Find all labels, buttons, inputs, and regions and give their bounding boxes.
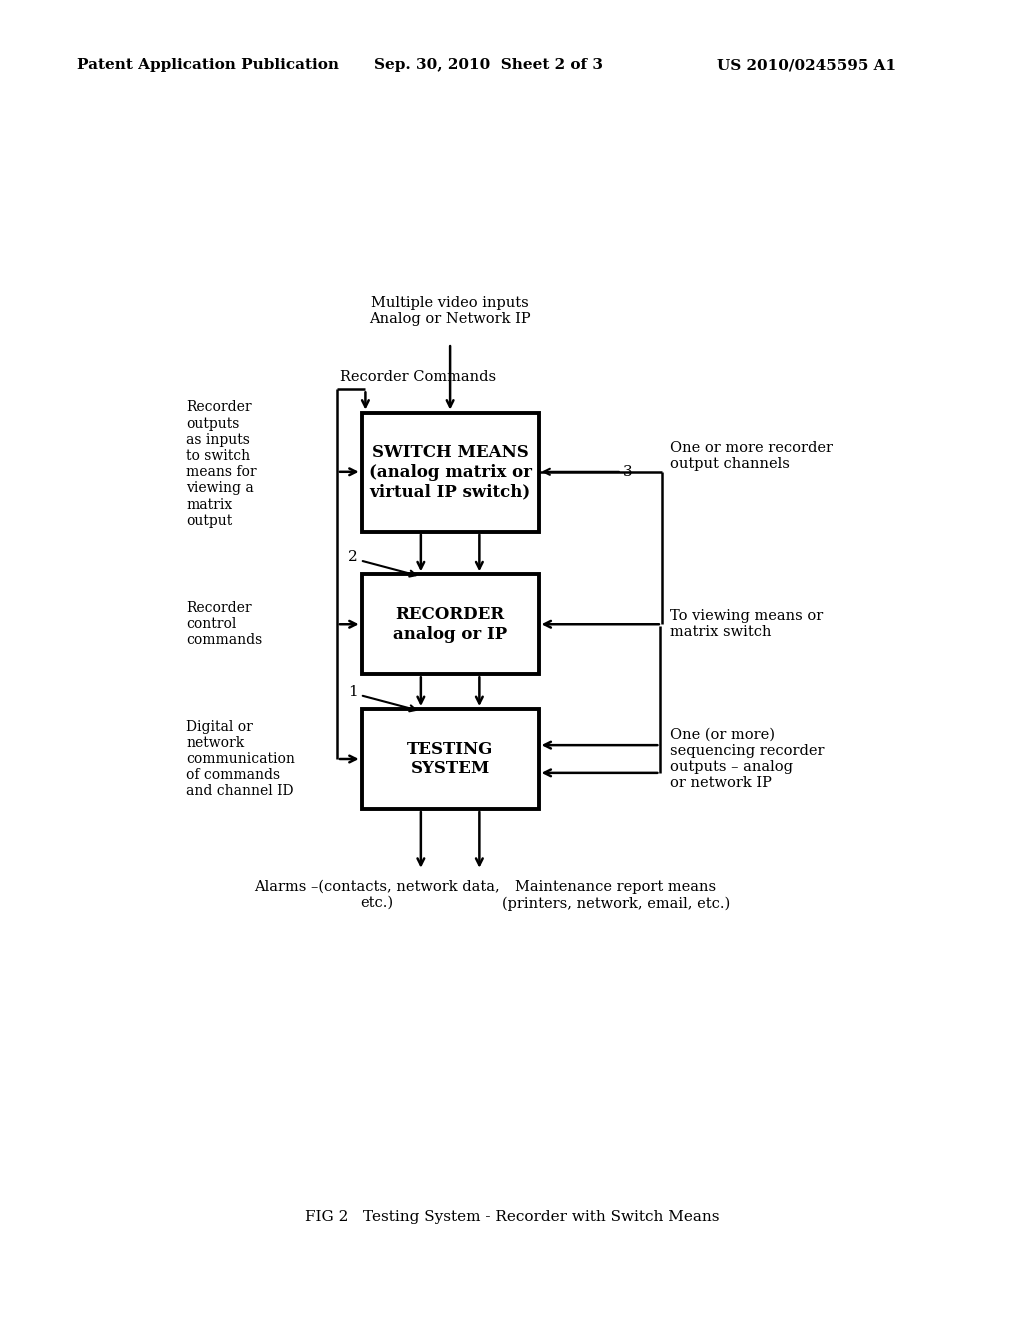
Text: One (or more)
sequencing recorder
outputs – analog
or network IP: One (or more) sequencing recorder output… xyxy=(670,727,824,791)
Text: To viewing means or
matrix switch: To viewing means or matrix switch xyxy=(670,609,823,639)
Bar xyxy=(361,574,539,675)
Text: Sep. 30, 2010  Sheet 2 of 3: Sep. 30, 2010 Sheet 2 of 3 xyxy=(374,58,603,73)
Bar xyxy=(361,709,539,809)
Text: US 2010/0245595 A1: US 2010/0245595 A1 xyxy=(717,58,896,73)
Text: 3: 3 xyxy=(624,465,633,479)
Text: SWITCH MEANS
(analog matrix or
virtual IP switch): SWITCH MEANS (analog matrix or virtual I… xyxy=(369,444,531,500)
Text: Recorder
outputs
as inputs
to switch
means for
viewing a
matrix
output: Recorder outputs as inputs to switch mea… xyxy=(186,400,257,528)
Text: Patent Application Publication: Patent Application Publication xyxy=(77,58,339,73)
Text: 1: 1 xyxy=(348,685,357,700)
Text: Multiple video inputs
Analog or Network IP: Multiple video inputs Analog or Network … xyxy=(370,296,530,326)
Text: FIG 2   Testing System - Recorder with Switch Means: FIG 2 Testing System - Recorder with Swi… xyxy=(305,1210,719,1225)
Text: Digital or
network
communication
of commands
and channel ID: Digital or network communication of comm… xyxy=(186,719,295,799)
Text: 2: 2 xyxy=(348,550,357,564)
Text: RECORDER
analog or IP: RECORDER analog or IP xyxy=(393,606,507,643)
Bar xyxy=(361,412,539,532)
Text: Recorder
control
commands: Recorder control commands xyxy=(186,601,262,647)
Text: Maintenance report means
(printers, network, email, etc.): Maintenance report means (printers, netw… xyxy=(502,880,730,911)
Text: TESTING
SYSTEM: TESTING SYSTEM xyxy=(407,741,494,777)
Text: Alarms –(contacts, network data,
etc.): Alarms –(contacts, network data, etc.) xyxy=(254,880,500,909)
Text: One or more recorder
output channels: One or more recorder output channels xyxy=(670,441,833,471)
Text: Recorder Commands: Recorder Commands xyxy=(340,370,496,384)
